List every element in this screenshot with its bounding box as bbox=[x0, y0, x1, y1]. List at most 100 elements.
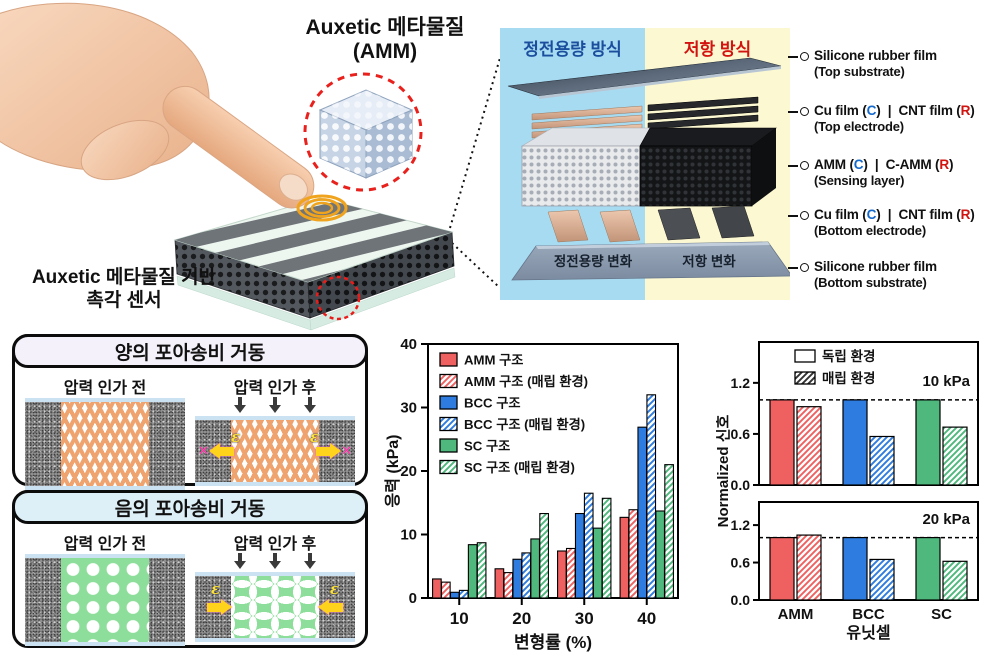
x-tick-label: 30 bbox=[575, 609, 594, 628]
fixture-block bbox=[149, 402, 185, 486]
layer-bottom-substrate bbox=[511, 241, 790, 281]
legend-label: SC 구조 (매립 환경) bbox=[464, 459, 575, 475]
after-pressure-column: 압력 인가 후 ε ε ✕ ✕ bbox=[195, 374, 355, 490]
fixture-block bbox=[149, 558, 185, 642]
legend-label: BCC 구조 (매립 환경) bbox=[464, 416, 585, 432]
exploded-diagram: 정전용량 방식 저항 방식 정전용량 변화 저항 변화 bbox=[500, 28, 790, 300]
x-tick-label: SC bbox=[931, 606, 952, 623]
legend-swatch bbox=[439, 373, 458, 389]
y-tick-label: 10 bbox=[400, 527, 417, 544]
y-tick-label: 0.6 bbox=[731, 426, 751, 442]
legend-label: SC 구조 bbox=[464, 439, 510, 454]
dashed-leader bbox=[788, 165, 798, 167]
layer-label-text: Silicone rubber film (Top substrate) bbox=[814, 48, 937, 79]
layer-bottom-electrode bbox=[547, 205, 755, 243]
pressure-arrows bbox=[195, 396, 355, 414]
bar-SC 구조-10 bbox=[467, 544, 478, 599]
bullet-circle-icon bbox=[800, 161, 809, 170]
bar-BCC 구조 (매립 환경)-10 bbox=[458, 589, 469, 599]
y-tick-label: 1.2 bbox=[731, 375, 751, 391]
bar-AMM-독립 환경 bbox=[769, 399, 795, 486]
lattice-region bbox=[231, 576, 319, 638]
bar-SC-매립 환경 bbox=[942, 560, 968, 601]
connector-dotted-lines bbox=[449, 57, 500, 289]
after-pressure-column: 압력 인가 후 ε ε bbox=[195, 530, 355, 646]
layer-label-row: Silicone rubber film (Top substrate) bbox=[788, 48, 937, 80]
positive-after-diagram: ε ε ✕ ✕ bbox=[195, 416, 355, 486]
bar-BCC-독립 환경 bbox=[842, 399, 868, 486]
panel-title: 음의 포아송비 거동 bbox=[12, 490, 368, 524]
bar-SC 구조-20 bbox=[530, 538, 541, 599]
legend-label: 독립 환경 bbox=[822, 348, 875, 364]
dashed-leader bbox=[788, 111, 798, 113]
touch-ripple bbox=[296, 194, 348, 222]
lattice-region bbox=[61, 558, 149, 642]
layer-label-subtext: (Top electrode) bbox=[814, 119, 904, 134]
positive-poisson-panel: 양의 포아송비 거동 압력 인가 전 압력 인가 후 ε ε bbox=[12, 334, 368, 490]
down-arrow-icon bbox=[303, 553, 316, 569]
y-tick-label: 30 bbox=[400, 400, 417, 417]
bar-AMM 구조 (매립 환경)-20 bbox=[503, 572, 514, 599]
layer-sensing bbox=[520, 127, 777, 207]
resistance-change-label: 저항 변화 bbox=[682, 254, 736, 269]
bar-AMM 구조-20 bbox=[494, 568, 505, 599]
bar-BCC-매립 환경 bbox=[869, 558, 895, 601]
bar-AMM 구조-30 bbox=[557, 550, 567, 599]
after-pressure-label: 압력 인가 후 bbox=[233, 536, 317, 553]
sensor-highlight-dashed-circle bbox=[315, 275, 361, 321]
amm-label: Auxetic 메타물질 (AMM) bbox=[252, 16, 518, 64]
bar-BCC 구조-10 bbox=[449, 591, 460, 599]
y-axis-label: 응력 (kPa) bbox=[384, 434, 402, 507]
panel-pressure-label: 10 kPa bbox=[922, 373, 970, 390]
bar-AMM-매립 환경 bbox=[796, 406, 822, 486]
fingernail bbox=[278, 173, 308, 201]
bar-BCC-독립 환경 bbox=[842, 536, 868, 601]
down-arrow-icon bbox=[234, 397, 247, 413]
bar-SC 구조-40 bbox=[655, 510, 666, 599]
negative-poisson-panel: 음의 포아송비 거동 압력 인가 전 압력 인가 후 ε ε bbox=[12, 490, 368, 648]
layer-label-subtext: (Bottom electrode) bbox=[814, 223, 926, 238]
after-pressure-label: 압력 인가 후 bbox=[233, 380, 317, 397]
negative-after-diagram: ε ε bbox=[195, 572, 355, 642]
y-tick-label: 40 bbox=[400, 336, 417, 353]
bar-SC-매립 환경 bbox=[942, 426, 968, 486]
bar-SC 구조 (매립 환경)-40 bbox=[664, 464, 674, 599]
bar-BCC 구조 (매립 환경)-30 bbox=[583, 492, 594, 599]
resistive-method-header: 저항 방식 bbox=[683, 40, 752, 59]
before-pressure-label: 압력 인가 전 bbox=[63, 536, 147, 553]
stress-chart-svg: 0 10 20 30 40 10 20 30 40 변형률 (%) 응력 (kPa) AMM 구조 AM… bbox=[384, 336, 679, 652]
layer-label-row: AMM (C) | C-AMM (R) (Sensing layer) bbox=[788, 157, 954, 189]
legend-swatch bbox=[439, 395, 458, 410]
positive-before-diagram bbox=[25, 398, 185, 490]
capacitance-change-label: 정전용량 변화 bbox=[553, 254, 633, 269]
y-tick-label: 20 bbox=[400, 463, 417, 480]
legend-swatch bbox=[439, 352, 458, 367]
layer-label-text: AMM (C) | C-AMM (R) (Sensing layer) bbox=[814, 157, 954, 188]
bar-BCC 구조-40 bbox=[637, 426, 648, 599]
layer-label-subtext: (Top substrate) bbox=[814, 64, 905, 79]
x-tick-label: BCC bbox=[852, 606, 885, 623]
inward-arrow-icon bbox=[207, 599, 232, 615]
strain-symbol: ε bbox=[329, 580, 339, 598]
legend-swatch bbox=[439, 438, 458, 453]
x-mark: ✕ bbox=[198, 443, 209, 458]
layer-label-row: Silicone rubber film (Bottom substrate) bbox=[788, 259, 937, 291]
bar-AMM 구조-10 bbox=[432, 578, 442, 599]
legend-swatch bbox=[439, 416, 458, 432]
panel-frame bbox=[758, 341, 979, 486]
hero-illustration bbox=[0, 2, 500, 331]
bar-BCC 구조 (매립 환경)-40 bbox=[646, 394, 657, 599]
sensor-caption-line2: 촉각 센서 bbox=[86, 290, 162, 311]
layer-label-text: Cu film (C) | CNT film (R) (Top electrode… bbox=[814, 103, 975, 134]
layer-top-substrate bbox=[507, 57, 782, 99]
down-arrow-icon bbox=[268, 553, 281, 569]
lattice-region bbox=[231, 420, 319, 482]
index-finger bbox=[162, 85, 315, 209]
legend-label: 매립 환경 bbox=[822, 370, 875, 386]
bar-AMM 구조-40 bbox=[619, 516, 630, 599]
exploded-layers-art bbox=[507, 57, 790, 281]
legend-swatch bbox=[794, 349, 816, 363]
bullet-circle-icon bbox=[800, 107, 809, 116]
